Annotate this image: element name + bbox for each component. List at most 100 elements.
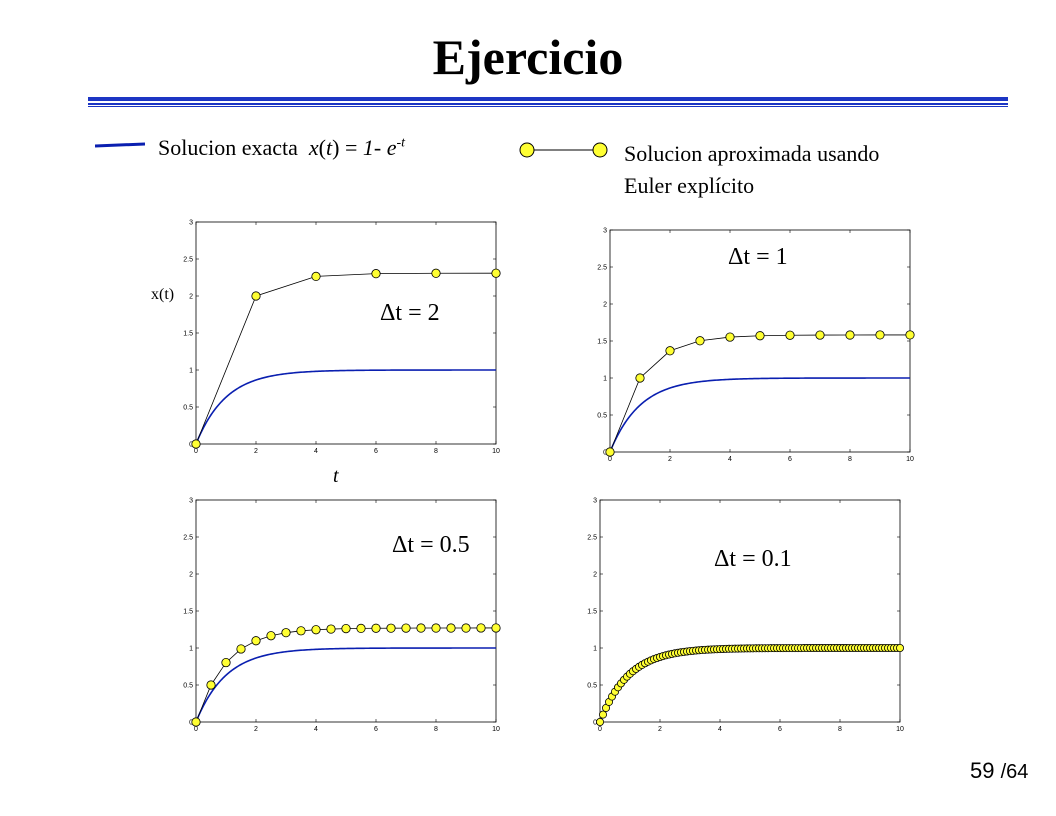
y-tick-label: 0.5 [587,683,597,690]
euler-point [605,447,615,457]
euler-point [905,330,915,340]
euler-point [845,330,855,340]
euler-point [695,336,705,346]
y-tick-label: 1.5 [597,339,607,346]
title-underline [88,97,1008,109]
x-tick-label: 4 [728,456,732,463]
legend-exact-swatch [95,142,145,148]
euler-point [596,717,604,726]
x-tick-label: 6 [374,726,378,733]
euler-point [356,623,366,633]
legend-approx-label: Solucion aproximada usando Euler explíci… [624,141,880,198]
y-tick-label: 0 [189,442,193,449]
euler-point [461,623,471,633]
euler-point [895,644,904,653]
euler-point [815,330,825,340]
euler-point [206,680,216,690]
y-tick-label: 1.5 [587,609,597,616]
plot-dt-0-1-svg: 0 2 4 6 8 10 0 0.5 1 1.5 2 2.5 3 [587,498,904,733]
euler-approx-line [195,627,496,723]
x-tick-label: 4 [314,448,318,455]
exact-solution-line [195,647,496,723]
euler-point [491,623,501,633]
x-tick-label: 6 [788,456,792,463]
euler-point [191,439,201,449]
x-tick-label: 0 [598,726,602,733]
euler-point [431,268,441,278]
x-tick-label: 8 [434,726,438,733]
plot-frame [599,499,901,723]
euler-point [665,346,675,356]
x-tick-label: 0 [608,456,612,463]
euler-point [371,623,381,633]
y-tick-label: 0 [603,450,607,457]
x-tick-label: 8 [434,448,438,455]
x-tick-label: 10 [492,726,500,733]
euler-point [785,330,795,340]
y-tick-label: 0 [593,720,597,727]
plot-dt-0-5-svg: 0 2 4 6 8 10 0 0.5 1 1.5 2 2.5 3 [183,498,501,733]
y-axis-label: x(t) [151,286,175,303]
y-tick-label: 0.5 [183,405,193,412]
euler-point [251,636,261,646]
euler-point [446,623,456,633]
y-tick-label: 1 [189,368,193,375]
x-axis-label: t [333,465,339,487]
plot-dt-0-1: 0 2 4 6 8 10 0 0.5 1 1.5 2 2.5 3 [587,490,914,745]
euler-point [326,624,336,634]
y-tick-label: 1 [603,376,607,383]
x-tick-label: 0 [194,726,198,733]
y-tick-label: 2 [189,294,193,301]
euler-point [296,626,306,636]
y-tick-label: 3 [189,220,193,227]
x-tick-label: 8 [848,456,852,463]
euler-point [386,623,396,633]
y-tick-label: 2 [189,572,193,579]
euler-point [401,623,411,633]
dt-label-1: Δt = 1 [728,244,788,270]
y-tick-label: 2 [603,302,607,309]
y-tick-label: 3 [603,228,607,235]
euler-point [431,623,441,633]
exact-solution-line [195,369,496,445]
x-tick-label: 8 [838,726,842,733]
euler-point [725,332,735,342]
y-tick-label: 1 [593,646,597,653]
dt-label-2: Δt = 2 [380,300,440,326]
x-tick-label: 2 [658,726,662,733]
y-tick-label: 1.5 [183,609,193,616]
y-tick-label: 1 [189,646,193,653]
euler-point [191,717,201,727]
euler-point [236,644,246,654]
euler-point [416,623,426,633]
x-tick-label: 2 [254,726,258,733]
euler-point [875,330,885,340]
euler-point [371,269,381,279]
y-tick-label: 0 [189,720,193,727]
euler-point [491,268,501,278]
x-tick-label: 0 [194,448,198,455]
euler-point [755,331,765,341]
plot-dt-2: 0 2 4 6 8 10 0 0.5 1 1.5 2 2.5 3 [183,212,510,467]
euler-point [311,625,321,635]
y-tick-label: 2.5 [183,257,193,264]
x-tick-label: 6 [778,726,782,733]
plot-dt-0-5: 0 2 4 6 8 10 0 0.5 1 1.5 2 2.5 3 [183,490,510,745]
euler-approx-line [195,272,497,445]
x-tick-label: 10 [492,448,500,455]
euler-point [281,628,291,638]
y-tick-label: 2.5 [183,535,193,542]
dt-label-0-5: Δt = 0.5 [392,532,470,558]
y-tick-label: 0.5 [597,413,607,420]
euler-point [311,271,321,281]
x-tick-label: 4 [314,726,318,733]
y-tick-label: 2.5 [587,535,597,542]
y-tick-label: 3 [189,498,193,505]
plot-dt-2-svg: 0 2 4 6 8 10 0 0.5 1 1.5 2 2.5 3 [183,220,501,455]
y-tick-label: 2 [593,572,597,579]
x-tick-label: 4 [718,726,722,733]
x-tick-label: 2 [668,456,672,463]
x-tick-label: 10 [896,726,904,733]
y-tick-label: 2.5 [597,265,607,272]
plot-dt-1-svg: 0 2 4 6 8 10 0 0.5 1 1.5 2 2.5 3 [597,228,915,463]
